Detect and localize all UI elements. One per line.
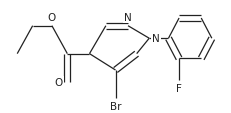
Text: O: O	[55, 77, 63, 87]
Text: F: F	[176, 83, 182, 93]
Text: O: O	[48, 13, 56, 23]
Text: Br: Br	[110, 101, 121, 111]
Text: N: N	[152, 34, 160, 44]
Text: N: N	[124, 13, 132, 23]
